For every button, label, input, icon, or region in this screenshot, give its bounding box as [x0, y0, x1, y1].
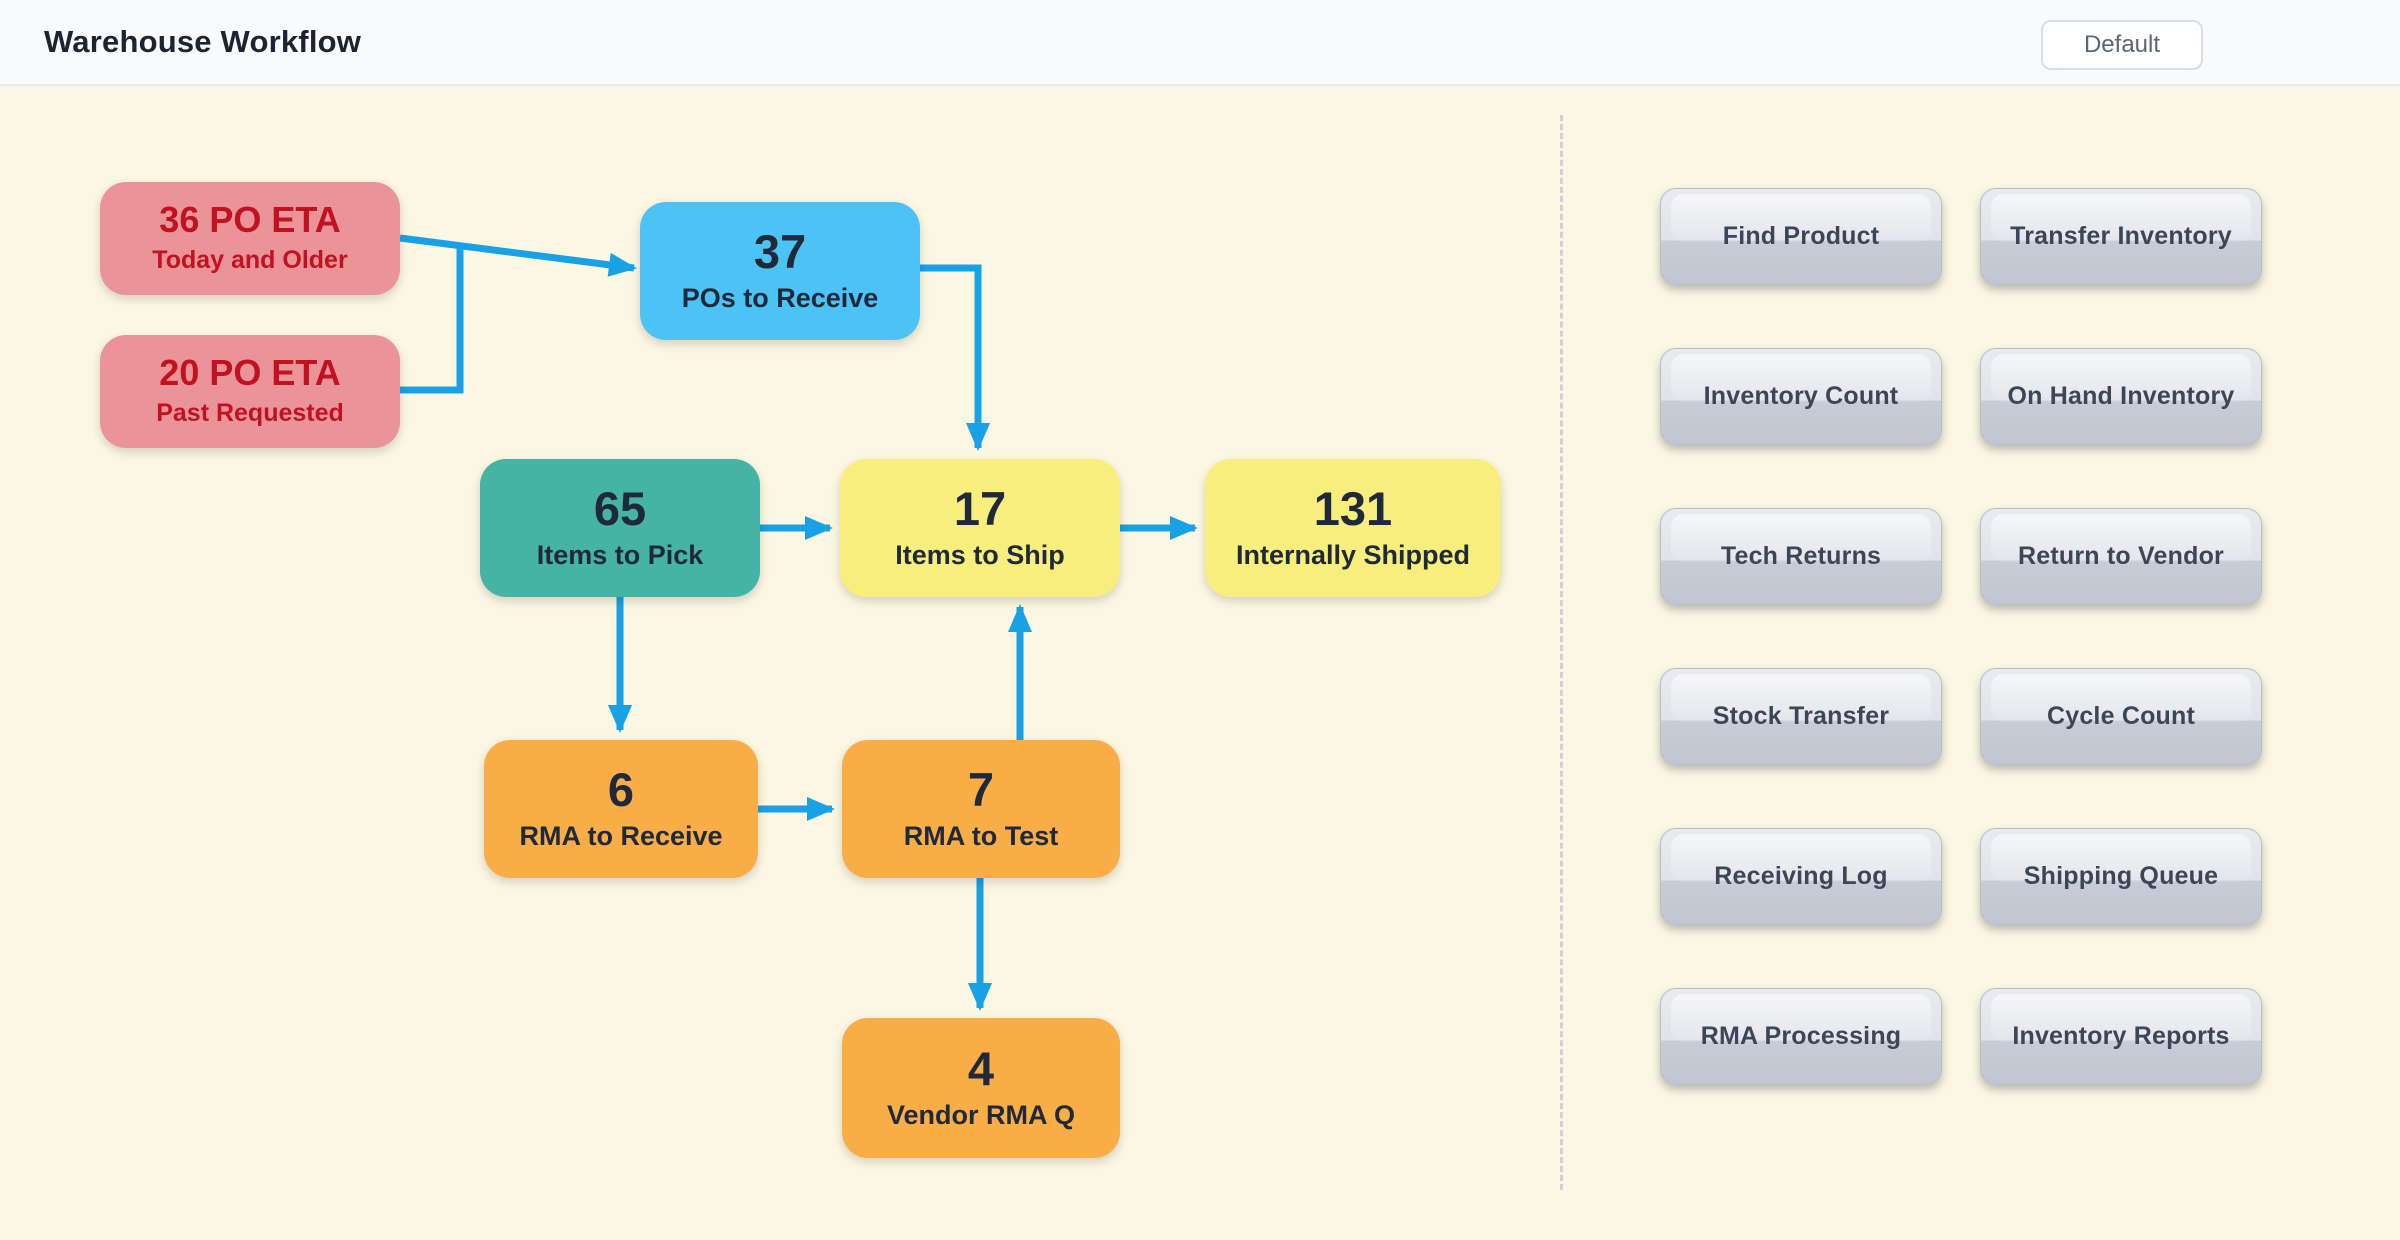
node-value: 4 [967, 1042, 995, 1095]
flow-node-po-eta-past[interactable]: 20 PO ETA Past Requested [100, 335, 400, 448]
flow-node-pos-to-receive[interactable]: 37 POs to Receive [640, 202, 920, 340]
action-button-label: Shipping Queue [2023, 862, 2219, 890]
action-button-label: Find Product [1722, 222, 1880, 250]
rma-processing-button[interactable]: RMA Processing [1660, 988, 1942, 1085]
action-button-label: On Hand Inventory [2007, 382, 2235, 410]
top-bar: Warehouse Workflow Default [0, 0, 2400, 86]
action-button-label: Inventory Reports [2012, 1022, 2230, 1050]
action-button-label: Receiving Log [1714, 862, 1888, 890]
flow-node-items-to-ship[interactable]: 17 Items to Ship [840, 459, 1120, 597]
action-button-label: Stock Transfer [1712, 702, 1890, 730]
action-button-label: Tech Returns [1720, 542, 1882, 570]
receiving-log-button[interactable]: Receiving Log [1660, 828, 1942, 925]
node-label: Items to Ship [895, 540, 1065, 570]
action-button-grid: Find Product Transfer Inventory Inventory … [1660, 188, 2262, 1085]
cycle-count-button[interactable]: Cycle Count [1980, 668, 2262, 765]
flow-edge-po-past-join [400, 246, 464, 394]
action-button-label: Cycle Count [2046, 702, 2196, 730]
node-label: Items to Pick [536, 540, 704, 570]
node-label: Internally Shipped [1235, 540, 1471, 570]
return-to-vendor-button[interactable]: Return to Vendor [1980, 508, 2262, 605]
node-label: Today and Older [152, 246, 348, 274]
flow-edge-po-today-to-receive [399, 234, 637, 277]
shipping-queue-button[interactable]: Shipping Queue [1980, 828, 2262, 925]
view-selector-button[interactable]: Default [2041, 20, 2203, 70]
action-button-label: Inventory Count [1703, 382, 1899, 410]
inventory-count-button[interactable]: Inventory Count [1660, 348, 1942, 445]
flow-node-internally-shipped[interactable]: 131 Internally Shipped [1205, 459, 1501, 597]
node-value: 36 PO ETA [159, 199, 341, 240]
node-label: POs to Receive [681, 283, 879, 313]
node-value: 6 [607, 763, 635, 816]
inventory-reports-button[interactable]: Inventory Reports [1980, 988, 2262, 1085]
action-button-label: Transfer Inventory [2010, 222, 2232, 250]
node-label: Past Requested [156, 399, 344, 427]
node-value: 131 [1313, 482, 1393, 535]
stock-transfer-button[interactable]: Stock Transfer [1660, 668, 1942, 765]
flow-node-vendor-rma-q[interactable]: 4 Vendor RMA Q [842, 1018, 1120, 1158]
flow-node-po-eta-today[interactable]: 36 PO ETA Today and Older [100, 182, 400, 295]
node-value: 37 [753, 225, 807, 278]
node-label: RMA to Receive [519, 821, 723, 851]
node-value: 65 [593, 482, 647, 535]
node-label: Vendor RMA Q [886, 1100, 1075, 1130]
find-product-button[interactable]: Find Product [1660, 188, 1942, 285]
node-value: 7 [967, 763, 995, 816]
flow-node-items-to-pick[interactable]: 65 Items to Pick [480, 459, 760, 597]
page-title: Warehouse Workflow [44, 24, 362, 59]
on-hand-inventory-button[interactable]: On Hand Inventory [1980, 348, 2262, 445]
node-value: 20 PO ETA [159, 352, 341, 393]
flow-node-rma-to-test[interactable]: 7 RMA to Test [842, 740, 1120, 878]
flow-edge-receive-to-ship [920, 264, 990, 451]
node-value: 17 [953, 482, 1007, 535]
action-button-label: Return to Vendor [2018, 542, 2224, 570]
flow-node-rma-to-receive[interactable]: 6 RMA to Receive [484, 740, 758, 878]
transfer-inventory-button[interactable]: Transfer Inventory [1980, 188, 2262, 285]
action-button-label: RMA Processing [1700, 1022, 1902, 1050]
node-label: RMA to Test [903, 821, 1059, 851]
tech-returns-button[interactable]: Tech Returns [1660, 508, 1942, 605]
panel-divider [1560, 115, 1563, 1190]
